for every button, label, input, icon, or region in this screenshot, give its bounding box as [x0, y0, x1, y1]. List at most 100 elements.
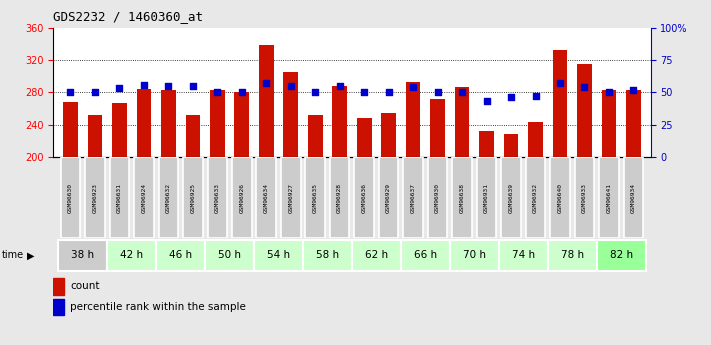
- Point: [579, 84, 590, 90]
- Point: [555, 80, 566, 86]
- Point: [481, 99, 492, 104]
- FancyBboxPatch shape: [107, 240, 156, 271]
- Text: 82 h: 82 h: [609, 250, 633, 260]
- Text: 70 h: 70 h: [463, 250, 486, 260]
- Text: 46 h: 46 h: [169, 250, 192, 260]
- Text: GSM96926: GSM96926: [240, 183, 245, 213]
- Text: GSM96634: GSM96634: [264, 183, 269, 213]
- Text: ▶: ▶: [27, 250, 35, 260]
- Point: [212, 89, 223, 95]
- FancyBboxPatch shape: [281, 157, 301, 238]
- Text: GSM96924: GSM96924: [141, 183, 146, 213]
- Point: [407, 84, 419, 90]
- Bar: [503, 134, 518, 157]
- FancyBboxPatch shape: [58, 240, 107, 271]
- Bar: [87, 115, 102, 157]
- Point: [285, 83, 296, 89]
- Bar: [528, 122, 543, 157]
- Text: 62 h: 62 h: [365, 250, 388, 260]
- Point: [383, 89, 395, 95]
- Point: [603, 89, 614, 95]
- FancyBboxPatch shape: [205, 240, 254, 271]
- FancyBboxPatch shape: [599, 157, 619, 238]
- Text: 58 h: 58 h: [316, 250, 339, 260]
- Text: GSM96930: GSM96930: [435, 183, 440, 213]
- Bar: [53, 299, 64, 315]
- Point: [432, 89, 443, 95]
- FancyBboxPatch shape: [574, 157, 594, 238]
- FancyBboxPatch shape: [330, 157, 350, 238]
- Bar: [357, 118, 372, 157]
- Text: percentile rank within the sample: percentile rank within the sample: [70, 302, 246, 312]
- FancyBboxPatch shape: [401, 240, 450, 271]
- Text: GSM96928: GSM96928: [337, 183, 342, 213]
- Point: [309, 89, 321, 95]
- FancyBboxPatch shape: [352, 240, 401, 271]
- FancyBboxPatch shape: [403, 157, 423, 238]
- Text: 66 h: 66 h: [414, 250, 437, 260]
- FancyBboxPatch shape: [156, 240, 205, 271]
- Bar: [161, 90, 176, 157]
- FancyBboxPatch shape: [450, 240, 499, 271]
- Text: GSM96925: GSM96925: [191, 183, 196, 213]
- Point: [90, 89, 101, 95]
- Text: GSM96632: GSM96632: [166, 183, 171, 213]
- FancyBboxPatch shape: [183, 157, 203, 238]
- FancyBboxPatch shape: [501, 157, 521, 238]
- Bar: [308, 115, 323, 157]
- Bar: [186, 115, 201, 157]
- Bar: [235, 92, 249, 157]
- Point: [163, 83, 174, 89]
- Text: GSM96638: GSM96638: [459, 183, 464, 213]
- Bar: [430, 99, 445, 157]
- Bar: [381, 112, 396, 157]
- FancyBboxPatch shape: [379, 157, 398, 238]
- Text: 38 h: 38 h: [71, 250, 95, 260]
- Bar: [53, 278, 64, 295]
- Bar: [552, 50, 567, 157]
- Bar: [210, 90, 225, 157]
- Text: 54 h: 54 h: [267, 250, 290, 260]
- FancyBboxPatch shape: [452, 157, 472, 238]
- Point: [506, 95, 517, 100]
- Point: [261, 80, 272, 86]
- Text: 50 h: 50 h: [218, 250, 241, 260]
- Bar: [332, 86, 347, 157]
- FancyBboxPatch shape: [85, 157, 105, 238]
- Bar: [137, 89, 151, 157]
- Bar: [63, 102, 77, 157]
- Bar: [284, 72, 298, 157]
- FancyBboxPatch shape: [254, 240, 303, 271]
- Text: GSM96635: GSM96635: [313, 183, 318, 213]
- FancyBboxPatch shape: [134, 157, 154, 238]
- Point: [187, 83, 198, 89]
- Text: GSM96934: GSM96934: [631, 183, 636, 213]
- FancyBboxPatch shape: [428, 157, 447, 238]
- Point: [530, 93, 541, 99]
- FancyBboxPatch shape: [477, 157, 496, 238]
- Bar: [626, 90, 641, 157]
- Text: GSM96633: GSM96633: [215, 183, 220, 213]
- FancyBboxPatch shape: [306, 157, 325, 238]
- Text: GSM96933: GSM96933: [582, 183, 587, 213]
- Bar: [455, 87, 469, 157]
- FancyBboxPatch shape: [257, 157, 276, 238]
- Text: GDS2232 / 1460360_at: GDS2232 / 1460360_at: [53, 10, 203, 23]
- Text: GSM96640: GSM96640: [557, 183, 562, 213]
- FancyBboxPatch shape: [232, 157, 252, 238]
- Point: [628, 87, 639, 92]
- Text: 78 h: 78 h: [561, 250, 584, 260]
- Point: [456, 89, 468, 95]
- Point: [65, 89, 76, 95]
- Text: GSM96641: GSM96641: [606, 183, 611, 213]
- Point: [114, 86, 125, 91]
- Bar: [602, 90, 616, 157]
- FancyBboxPatch shape: [499, 240, 547, 271]
- Text: GSM96932: GSM96932: [533, 183, 538, 213]
- Point: [236, 89, 247, 95]
- Text: 42 h: 42 h: [120, 250, 143, 260]
- FancyBboxPatch shape: [60, 157, 80, 238]
- Text: GSM96636: GSM96636: [362, 183, 367, 213]
- Text: count: count: [70, 282, 100, 291]
- Bar: [112, 103, 127, 157]
